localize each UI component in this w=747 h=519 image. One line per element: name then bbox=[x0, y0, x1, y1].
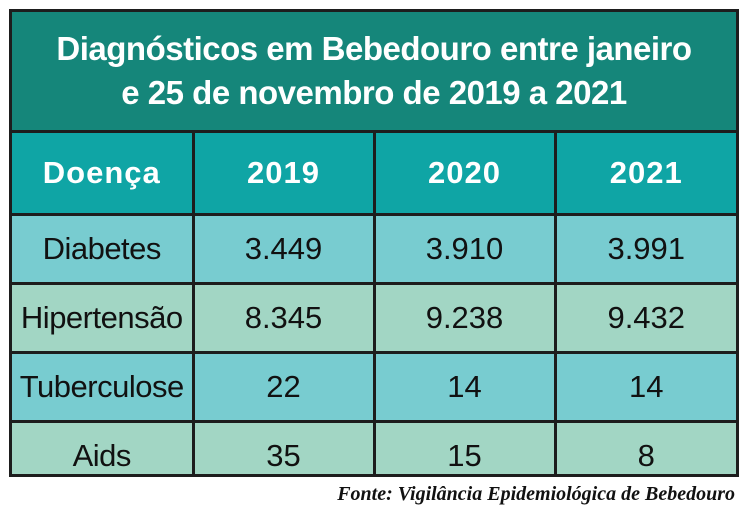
title-line-2: e 25 de novembro de 2019 a 2021 bbox=[121, 74, 627, 111]
header-disease: Doença bbox=[12, 133, 195, 216]
table-row: Diabetes 3.449 3.910 3.991 bbox=[12, 213, 736, 285]
table-row: Hipertensão 8.345 9.238 9.432 bbox=[12, 282, 736, 354]
table-row: Tuberculose 22 14 14 bbox=[12, 351, 736, 423]
row-label-hipertensao: Hipertensão bbox=[12, 282, 195, 354]
cell-tuberculose-2020: 14 bbox=[372, 351, 557, 423]
data-table: Doença 2019 2020 2021 Diabetes 3.449 3.9… bbox=[12, 133, 736, 474]
cell-diabetes-2021: 3.991 bbox=[553, 213, 736, 285]
table-frame: Diagnósticos em Bebedouro entre janeiro … bbox=[9, 9, 739, 477]
cell-hipertensao-2019: 8.345 bbox=[191, 282, 376, 354]
title-line-1: Diagnósticos em Bebedouro entre janeiro bbox=[56, 30, 692, 67]
source-note: Fonte: Vigilância Epidemiológica de Bebe… bbox=[337, 483, 735, 505]
row-label-aids: Aids bbox=[12, 420, 195, 474]
header-2019: 2019 bbox=[191, 133, 376, 216]
table-row: Aids 35 15 8 bbox=[12, 420, 736, 474]
header-row: Doença 2019 2020 2021 bbox=[12, 133, 736, 216]
cell-hipertensao-2021: 9.432 bbox=[553, 282, 736, 354]
header-2020: 2020 bbox=[372, 133, 557, 216]
table-title: Diagnósticos em Bebedouro entre janeiro … bbox=[12, 12, 736, 133]
header-2021: 2021 bbox=[553, 133, 736, 216]
cell-hipertensao-2020: 9.238 bbox=[372, 282, 557, 354]
cell-diabetes-2020: 3.910 bbox=[372, 213, 557, 285]
cell-aids-2021: 8 bbox=[553, 420, 736, 474]
cell-aids-2019: 35 bbox=[191, 420, 376, 474]
cell-tuberculose-2019: 22 bbox=[191, 351, 376, 423]
row-label-tuberculose: Tuberculose bbox=[12, 351, 195, 423]
cell-aids-2020: 15 bbox=[372, 420, 557, 474]
row-label-diabetes: Diabetes bbox=[12, 213, 195, 285]
cell-tuberculose-2021: 14 bbox=[553, 351, 736, 423]
cell-diabetes-2019: 3.449 bbox=[191, 213, 376, 285]
